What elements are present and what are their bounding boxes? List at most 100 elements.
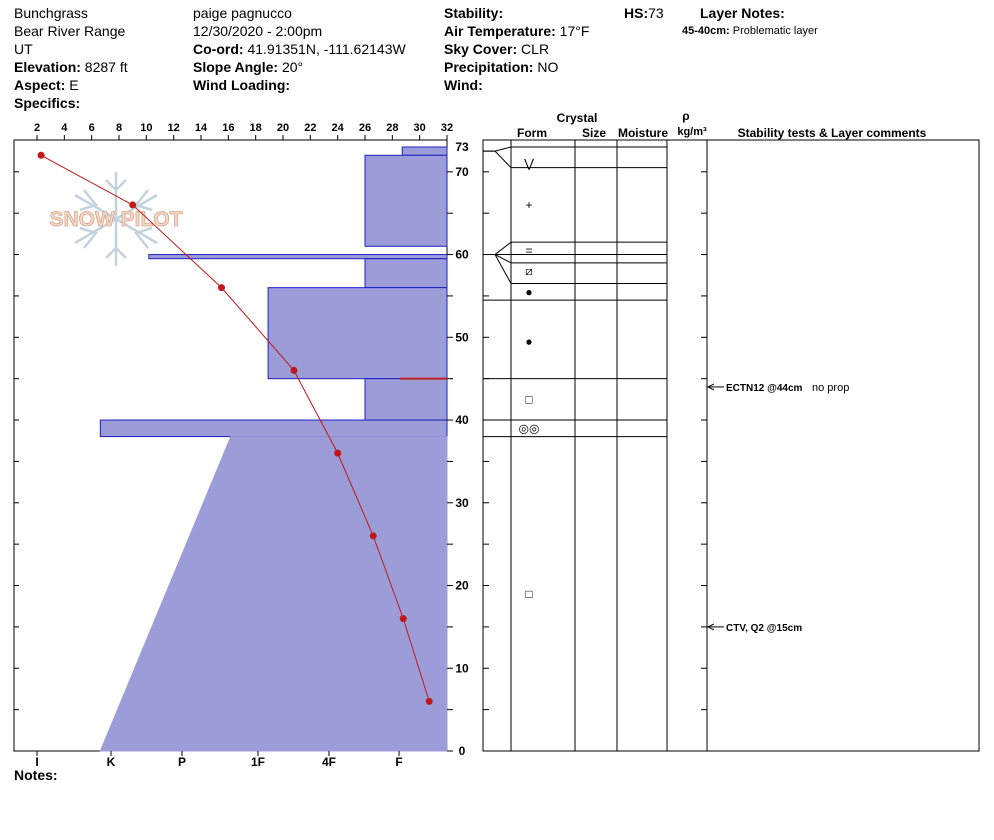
layer-note-range: 45-40cm: [682,25,730,37]
stability-label: Stability: [444,5,504,21]
elevation-label: Elevation: [14,59,81,75]
hardness-tick-label: P [178,755,186,769]
aspect-row: Aspect: E [14,76,79,94]
table-depth-ticks [483,171,707,752]
observation-datetime: 12/30/2020 - 2:00pm [193,23,323,39]
grain-form-symbol: □ [525,587,532,601]
slope-row: Slope Angle: 20° [193,58,303,76]
density-unit-header: kg/m³ [677,126,707,138]
temperature-point [290,366,298,374]
temperature-point [399,615,407,623]
stability-test-label: CTV, Q2 @15cm [726,623,802,634]
layer-table-frame [482,139,980,752]
range-name: Bear River Range [14,23,126,39]
stability-test-label: ECTN12 @44cm [726,383,803,394]
temperature-point [37,151,45,159]
depth-tick-label: 30 [455,496,469,510]
profile-axes: 2 4 6 8 10 12 14 16 18 20 22 24 26 28 30 32010203040506… [14,122,469,769]
wind-label: Wind: [444,77,483,93]
stability-test-arrowhead [706,383,715,391]
depth-tick-label: 10 [455,661,469,675]
slope-value: 20° [281,59,304,75]
temp-tick-label: 6 [89,122,95,134]
depth-tick-label: 70 [455,165,469,179]
layer-connector-line [483,241,512,256]
hardness-tick-label: 1F [251,755,265,769]
form-header: Form [517,126,547,140]
depth-tick-label: 0 [459,744,466,758]
observer-name: paige pagnucco [193,5,292,21]
elevation-row: Elevation: 8287 ft [14,58,128,76]
hardness-tick-label: I [35,755,38,769]
grain-form-symbol: = [525,243,532,257]
rho-header: ρ [682,109,689,123]
air-temp-value: 17°F [559,23,590,39]
hardness-layer-bar [99,436,448,752]
location-name: Bunchgrass [14,5,88,21]
temperature-point [129,201,137,209]
grain-form-symbol: ● [525,334,532,348]
temperature-line [40,154,430,702]
moisture-header: Moisture [618,126,668,140]
temp-tick-label: 10 [140,122,152,134]
hardness-layer-bar [364,258,448,289]
temp-tick-label: 24 [332,122,345,134]
crystal-header: Crystal [557,111,598,125]
hs-row: HS:73 [624,4,664,22]
layer-connector-line [483,150,512,169]
coord-label: Co-ord: [193,41,244,57]
coord-value: 41.91351N, -111.62143W [247,41,406,57]
layer-note-text: Problematic layer [732,25,818,37]
air-temp-label: Air Temperature: [444,23,556,39]
temp-tick-label: 2 [34,122,40,134]
temp-tick-label: 12 [168,122,180,134]
depth-tick-label: 60 [455,248,469,262]
temp-tick-label: 18 [250,122,262,134]
snowpilot-watermark: SNOW PILOT [50,208,183,231]
grain-form-symbols: ⋁ + = ⧄ ● ● □ ◎◎ □ [519,157,540,601]
temperature-point [369,532,377,540]
precip-value: NO [537,59,559,75]
hardness-layer-bar [267,287,448,380]
hardness-layer-bar [99,419,448,438]
precip-label: Precipitation: [444,59,534,75]
elevation-value: 8287 ft [84,59,128,75]
layer-connector-line [483,254,512,284]
notes-label: Notes: [14,767,58,783]
layer-notes-label: Layer Notes: [700,5,785,21]
temp-tick-label: 14 [195,122,208,134]
grain-form-symbol: ⧄ [525,264,533,278]
depth-tick-label: 20 [455,579,469,593]
temp-tick-label: 16 [222,122,234,134]
hardness-layer-bar [364,378,448,421]
precip-row: Precipitation: NO [444,58,558,76]
hardness-tick-label: 4F [322,755,336,769]
stability-header: Stability tests & Layer comments [738,126,927,140]
temp-tick-label: 22 [304,122,316,134]
hs-value: 73 [648,5,664,21]
temperature-point [425,697,433,705]
temperature-point [218,284,225,292]
temp-tick-label: 20 [277,122,289,134]
sky-row: Sky Cover: CLR [444,40,549,58]
grain-form-symbol: + [525,198,532,212]
temperature-point [334,449,342,457]
specifics-label: Specifics: [14,95,81,111]
temp-tick-label: 32 [441,122,453,134]
hardness-tick-label: K [107,755,116,769]
stability-test-markers: ECTN12 @44cm no prop CTV, Q2 @15cm [706,382,849,634]
aspect-value: E [69,77,79,93]
grain-form-symbol: ● [525,285,532,299]
stability-test-comment: no prop [812,382,849,394]
grain-form-symbol: □ [525,392,532,406]
temp-tick-label: 28 [386,122,398,134]
layer-connector-line [483,146,512,152]
hardness-layer-bar [364,154,448,247]
depth-tick-label: 40 [455,413,469,427]
layer-boundaries [483,146,667,438]
temp-tick-label: 8 [116,122,122,134]
sky-label: Sky Cover: [444,41,518,57]
slope-label: Slope Angle: [193,59,279,75]
hardness-layer-bar [401,146,448,156]
